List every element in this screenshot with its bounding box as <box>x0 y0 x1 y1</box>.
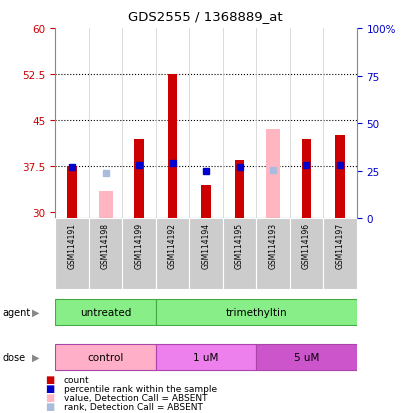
Text: GDS2555 / 1368889_at: GDS2555 / 1368889_at <box>127 10 282 23</box>
Text: GSM114194: GSM114194 <box>201 222 210 268</box>
Text: value, Detection Call = ABSENT: value, Detection Call = ABSENT <box>63 393 207 402</box>
Bar <box>265 130 279 219</box>
Text: percentile rank within the sample: percentile rank within the sample <box>63 384 216 393</box>
Text: GSM114198: GSM114198 <box>101 222 110 268</box>
Bar <box>301 139 310 219</box>
Text: GSM114197: GSM114197 <box>335 222 344 268</box>
Bar <box>55 219 89 289</box>
Text: GSM114199: GSM114199 <box>134 222 143 268</box>
Bar <box>98 191 112 219</box>
Text: control: control <box>87 352 124 362</box>
Bar <box>289 219 322 289</box>
Text: ■: ■ <box>45 401 54 411</box>
Text: untreated: untreated <box>80 307 131 317</box>
Text: ▶: ▶ <box>32 352 39 362</box>
Text: ▶: ▶ <box>32 307 39 317</box>
Bar <box>234 161 244 219</box>
Text: ■: ■ <box>45 392 54 402</box>
Text: ■: ■ <box>45 374 54 384</box>
Bar <box>155 299 356 325</box>
Text: GSM114191: GSM114191 <box>67 222 76 268</box>
Bar <box>55 299 155 325</box>
Bar <box>222 219 256 289</box>
Bar <box>155 219 189 289</box>
Text: agent: agent <box>2 307 30 317</box>
Bar <box>67 167 76 219</box>
Text: ■: ■ <box>45 383 54 393</box>
Bar <box>201 185 210 219</box>
Bar <box>55 344 155 370</box>
Text: 1 uM: 1 uM <box>193 352 218 362</box>
Text: GSM114193: GSM114193 <box>268 222 277 268</box>
Text: trimethyltin: trimethyltin <box>225 307 286 317</box>
Bar <box>256 219 289 289</box>
Bar <box>167 75 177 219</box>
Bar <box>89 219 122 289</box>
Bar <box>189 219 222 289</box>
Bar <box>134 139 144 219</box>
Bar <box>122 219 155 289</box>
Text: dose: dose <box>2 352 25 362</box>
Text: GSM114192: GSM114192 <box>168 222 177 268</box>
Text: GSM114195: GSM114195 <box>234 222 243 268</box>
Text: rank, Detection Call = ABSENT: rank, Detection Call = ABSENT <box>63 402 202 411</box>
Text: count: count <box>63 375 89 384</box>
Text: 5 uM: 5 uM <box>293 352 318 362</box>
Text: GSM114196: GSM114196 <box>301 222 310 268</box>
Bar <box>155 344 256 370</box>
Bar <box>322 219 356 289</box>
Bar <box>335 136 344 219</box>
Bar <box>256 344 356 370</box>
